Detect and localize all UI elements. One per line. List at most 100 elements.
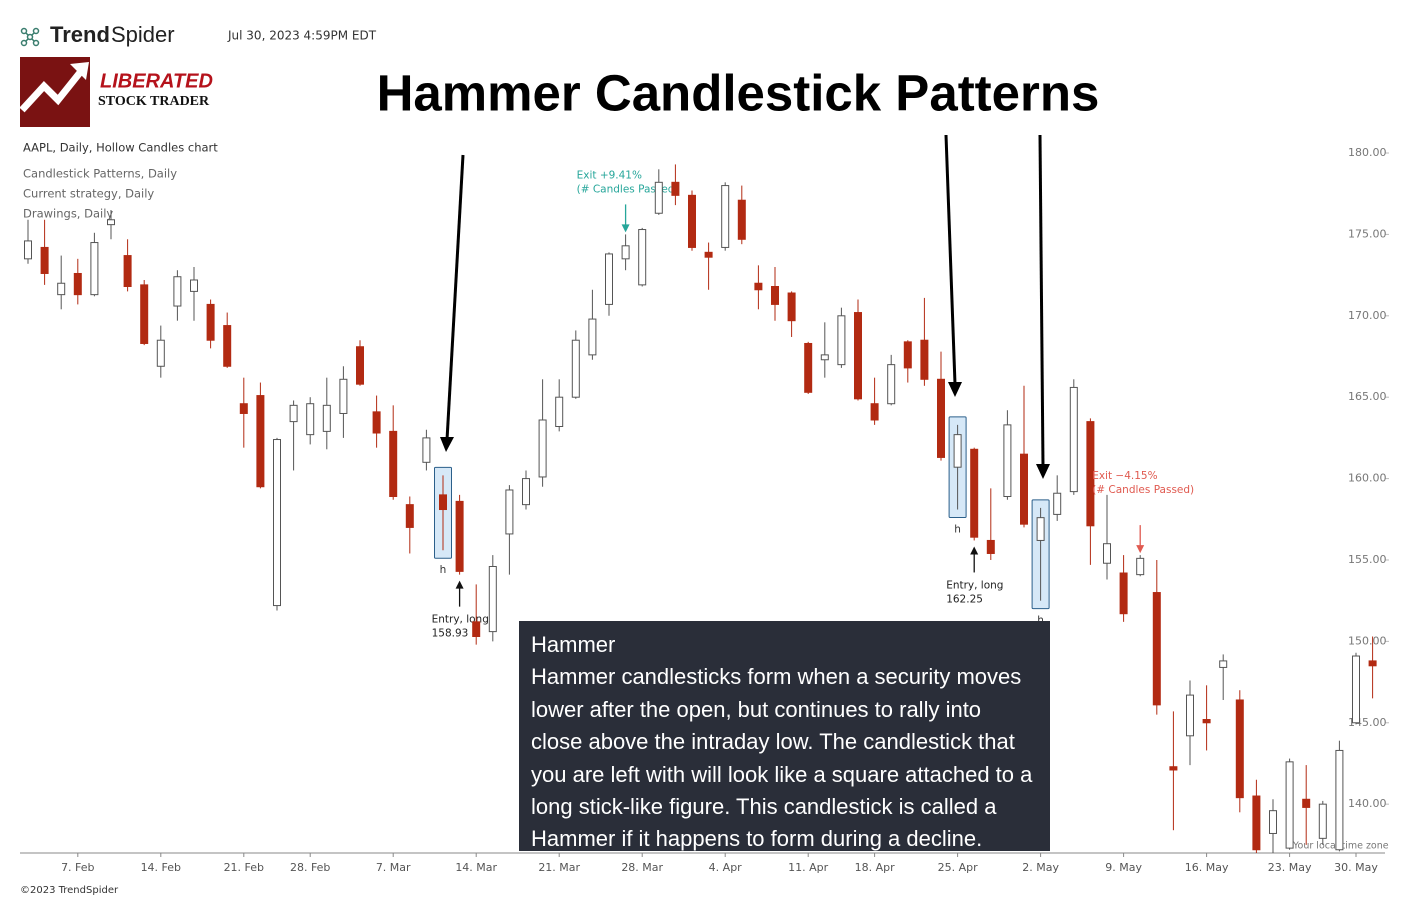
x-tick-label: 25. Apr [938,861,978,874]
candle-body [40,246,49,274]
candle-body [1285,761,1294,849]
x-tick-label: 23. May [1268,861,1312,874]
exit-note: (# Candles Passed) [577,183,679,195]
candle-body [787,292,796,322]
entry-price: 162.25 [946,593,983,605]
candle-body [1202,719,1211,724]
candle-body [688,194,696,248]
brand-light: Spider [111,22,175,47]
candle-body [986,539,995,554]
x-tick-label: 7. Feb [61,861,94,874]
x-tick-label: 11. Apr [788,861,828,874]
x-tick-label: 4. Apr [709,861,742,874]
candle-body [920,339,929,380]
candle-body [820,354,829,361]
candle-body [455,500,464,572]
candle-body [289,404,298,423]
candle-body [206,303,215,341]
candle-body [1269,810,1277,834]
candle-body [804,342,813,393]
candle-body [854,312,862,400]
candle-body [322,404,331,432]
candle-body [588,318,597,356]
candle-body [439,494,447,511]
candle-body [1302,798,1311,808]
y-tick-label: 165.00 [1348,390,1387,403]
candle-body [1368,660,1377,667]
legend-line: Candlestick Patterns, Daily [23,167,177,181]
candle-body [605,253,613,305]
legend-line: Drawings, Daily [23,207,113,221]
candle-body [937,378,945,458]
pointer-arrows [440,134,1050,479]
candle-body [970,448,979,538]
x-tick-label: 21. Mar [538,861,580,874]
candle-body [555,396,564,427]
brand-icon [20,27,40,47]
candle-body [737,199,746,240]
candle-body [1053,492,1062,515]
candle-body [173,276,182,307]
candle-body [488,565,497,633]
candle-body [57,282,66,296]
x-tick-label: 16. May [1185,861,1229,874]
entry-arrowhead [455,580,464,589]
candle-body [223,325,232,367]
candle-body [538,419,547,478]
candle-body [1036,517,1045,541]
candle-body [1119,572,1128,615]
entry-label: Entry, long [432,614,489,626]
x-tick-label: 9. May [1105,861,1142,874]
y-tick-label: 175.00 [1348,227,1387,240]
candle-body [571,339,580,398]
candle-body [405,504,414,528]
candle-body [621,245,630,260]
candle-body [422,437,431,463]
candle-body [1103,543,1111,564]
exit-label: Exit −4.15% [1092,470,1157,482]
candle-body [156,339,165,367]
x-tick-label: 2. May [1022,861,1059,874]
candle-body [721,185,730,248]
candle-body [1136,557,1145,576]
candle-body [837,315,846,366]
candle-body [140,284,149,344]
candle-body [870,403,879,421]
candle-body [1020,453,1028,525]
y-tick-label: 155.00 [1348,553,1387,566]
candle-body [671,181,680,196]
logo-line2: STOCK TRADER [98,94,210,109]
candle-body [273,439,281,607]
candle-body [754,282,763,291]
chart-title: Hammer Candlestick Patterns [377,64,1100,121]
candle-body [654,181,663,214]
candle-body [704,251,713,258]
candle-body [522,478,530,506]
y-tick-label: 140.00 [1348,797,1387,810]
candle-body [1186,694,1194,737]
candle-body [90,242,99,296]
candle-body [356,346,364,385]
candle-body [1152,592,1161,706]
y-tick-label: 180.00 [1348,146,1387,159]
candle-body [339,378,348,414]
candle-body [372,411,381,434]
candle-body [1318,803,1327,839]
candle-body [472,621,481,637]
x-tick-label: 14. Feb [141,861,181,874]
logo-line1: LIBERATED [100,70,213,92]
exit-label: Exit +9.41% [577,169,642,181]
legend-line: Current strategy, Daily [23,187,154,201]
y-tick-label: 150.00 [1348,634,1387,647]
x-tick-label: 14. Mar [455,861,497,874]
timestamp: Jul 30, 2023 4:59PM EDT [227,29,377,43]
hammer-label: h [1037,615,1044,627]
candle-body [73,272,82,296]
exit-note: (# Candles Passed) [1092,484,1194,496]
x-tick-label: 30. May [1334,861,1378,874]
x-tick-label: 28. Mar [621,861,663,874]
x-tick-label: 18. Apr [855,861,895,874]
candle-body [1169,766,1178,771]
